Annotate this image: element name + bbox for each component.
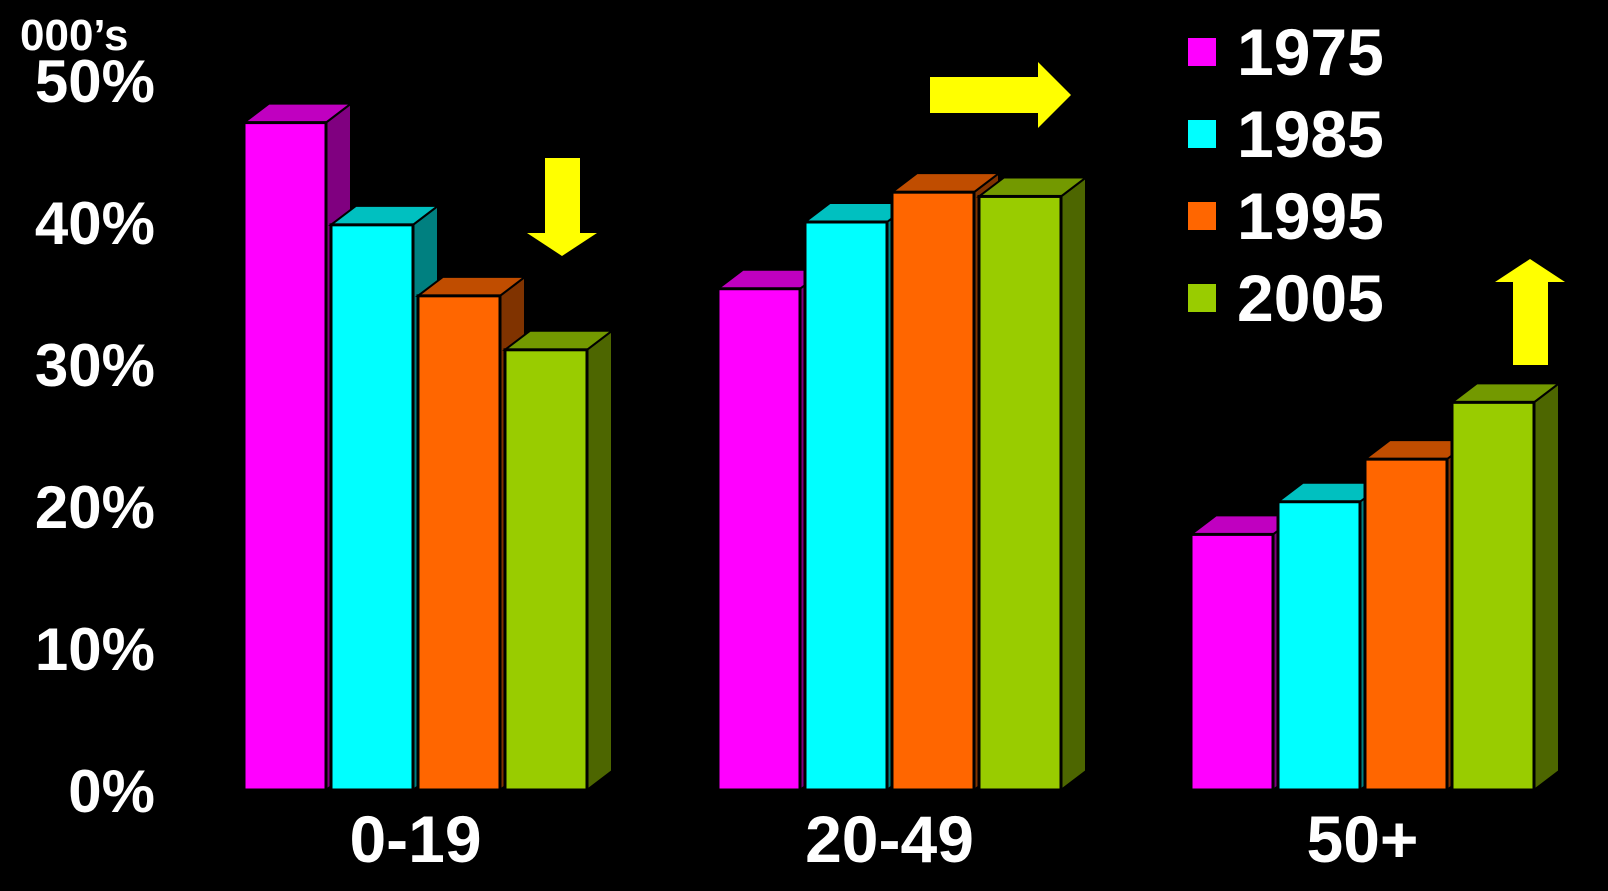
legend-swatch (1188, 38, 1216, 66)
bar-front (242, 121, 328, 792)
legend-label: 1985 (1237, 97, 1384, 171)
bar-front (977, 194, 1063, 792)
bar-front (1276, 500, 1362, 792)
arrows-group (527, 62, 1565, 365)
legend-swatch (1188, 284, 1216, 312)
arrow-up-icon (1495, 259, 1565, 365)
bar-front (329, 223, 415, 792)
bar (1449, 381, 1562, 793)
legend: 1975 1985 1995 2005 (1188, 15, 1384, 335)
arrow-down-icon (527, 158, 597, 256)
legend-label: 1975 (1237, 15, 1384, 89)
unit-label: 000’s (20, 11, 128, 60)
arrow-right-icon (930, 62, 1071, 128)
x-category-label: 50+ (1307, 802, 1419, 876)
bar-front (890, 190, 976, 792)
category-labels: 0-19 20-49 50+ (349, 802, 1418, 876)
bar-front (1363, 457, 1449, 792)
y-tick-label: 10% (35, 616, 155, 683)
bar-front (416, 294, 502, 792)
y-tick-label: 50% (35, 48, 155, 115)
bars-group (241, 101, 1562, 793)
bar-front (503, 348, 589, 792)
bar-front (1189, 532, 1275, 792)
bar-side (1060, 175, 1087, 793)
bar-front (716, 287, 802, 792)
bar (502, 328, 615, 793)
y-tick-label: 20% (35, 474, 155, 541)
y-tick-label: 0% (68, 758, 155, 825)
y-tick-label: 40% (35, 190, 155, 257)
x-category-label: 0-19 (349, 802, 481, 876)
bar-side (1533, 381, 1560, 793)
bar (976, 175, 1089, 793)
legend-label: 1995 (1237, 179, 1384, 253)
x-category-label: 20-49 (805, 802, 974, 876)
legend-label: 2005 (1237, 261, 1384, 335)
y-tick-label: 30% (35, 332, 155, 399)
legend-swatch (1188, 202, 1216, 230)
y-axis-ticks: 0% 10% 20% 30% 40% 50% (35, 48, 155, 825)
bar-front (803, 220, 889, 792)
bar-front (1450, 400, 1536, 792)
legend-swatch (1188, 120, 1216, 148)
bar-side (586, 328, 613, 793)
